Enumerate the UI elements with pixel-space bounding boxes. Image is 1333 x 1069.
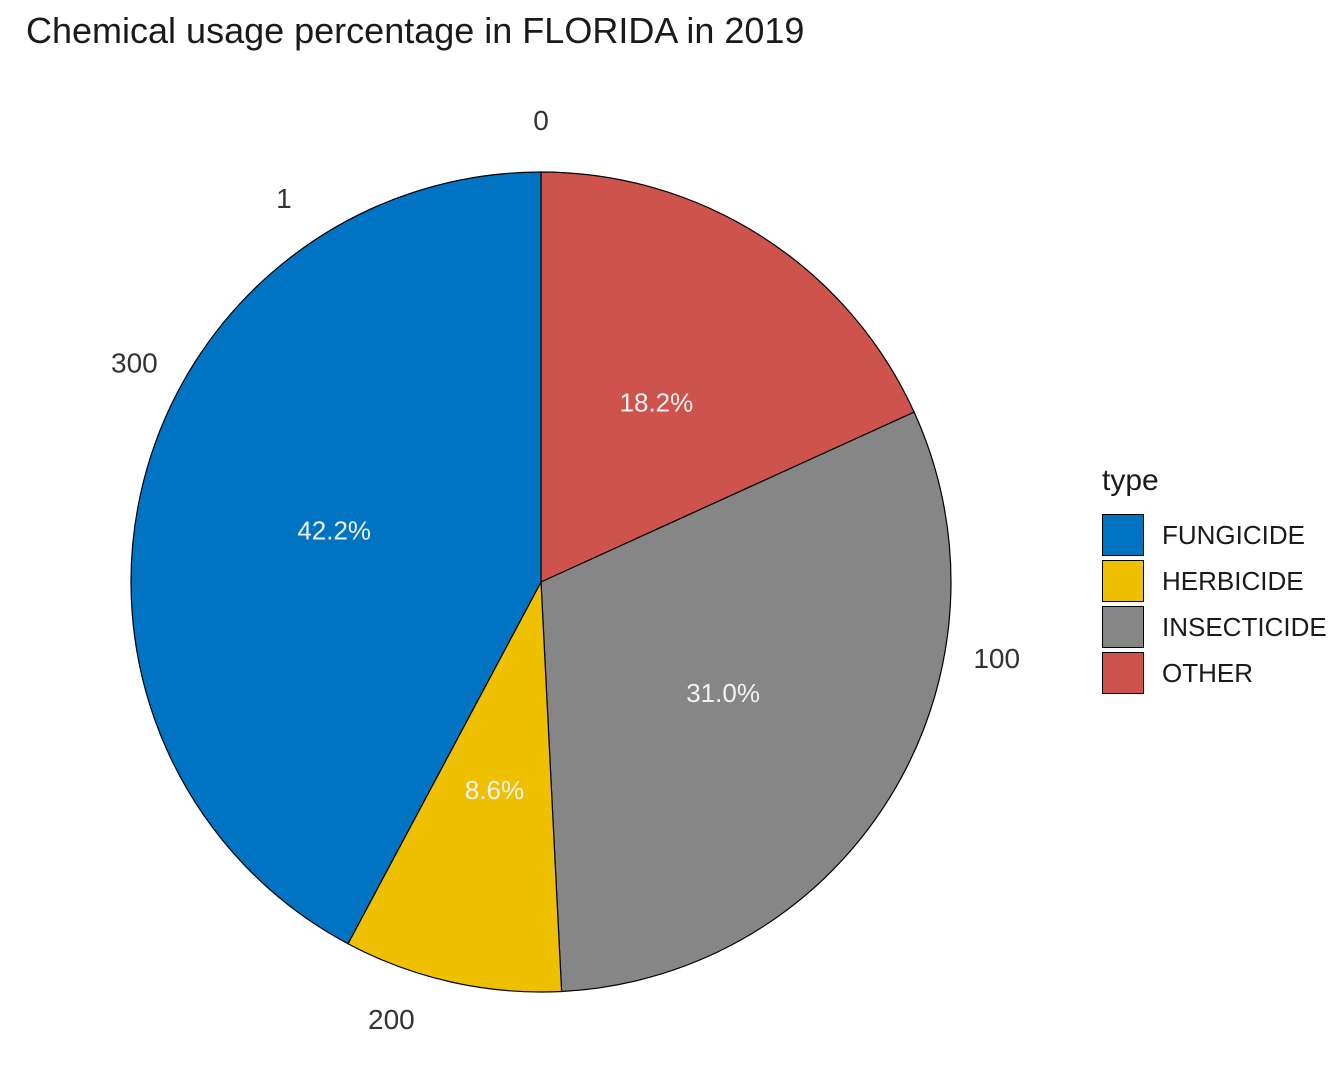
legend-label: FUNGICIDE <box>1162 519 1305 550</box>
legend: type FUNGICIDE HERBICIDE INSECTICIDE OTHER <box>1102 464 1327 696</box>
slice-label-insecticide: 31.0% <box>686 678 760 708</box>
pie-slices <box>130 171 952 993</box>
legend-swatch <box>1102 514 1144 556</box>
legend-swatch <box>1102 560 1144 602</box>
angle-tick-300: 300 <box>111 348 158 379</box>
slice-label-fungicide: 42.2% <box>297 515 371 545</box>
legend-item-fungicide: FUNGICIDE <box>1102 512 1327 558</box>
pie-slice-herbicide <box>347 579 563 993</box>
slice-label-herbicide: 8.6% <box>465 775 524 805</box>
pie-slice-insecticide <box>540 411 952 993</box>
angle-tick-0: 0 <box>533 105 549 136</box>
legend-item-other: OTHER <box>1102 650 1327 696</box>
angle-tick-200: 200 <box>368 1004 415 1035</box>
pie-slice-fungicide <box>130 171 542 945</box>
legend-item-herbicide: HERBICIDE <box>1102 558 1327 604</box>
legend-label: INSECTICIDE <box>1162 611 1327 642</box>
angle-tick-labels: 0 100 200 300 1 <box>111 105 1020 1035</box>
angle-tick-1: 1 <box>276 183 292 214</box>
pie-slice-other <box>540 171 915 583</box>
legend-label: HERBICIDE <box>1162 565 1304 596</box>
legend-swatch <box>1102 652 1144 694</box>
chart-title: Chemical usage percentage in FLORIDA in … <box>26 10 805 51</box>
slice-percent-labels: 18.2% 31.0% 8.6% 42.2% <box>297 388 760 805</box>
legend-item-insecticide: INSECTICIDE <box>1102 604 1327 650</box>
angle-tick-100: 100 <box>973 643 1020 674</box>
legend-title: type <box>1102 464 1159 497</box>
legend-swatch <box>1102 606 1144 648</box>
legend-label: OTHER <box>1162 657 1253 688</box>
slice-label-other: 18.2% <box>620 388 694 418</box>
legend-items: FUNGICIDE HERBICIDE INSECTICIDE OTHER <box>1102 512 1327 696</box>
